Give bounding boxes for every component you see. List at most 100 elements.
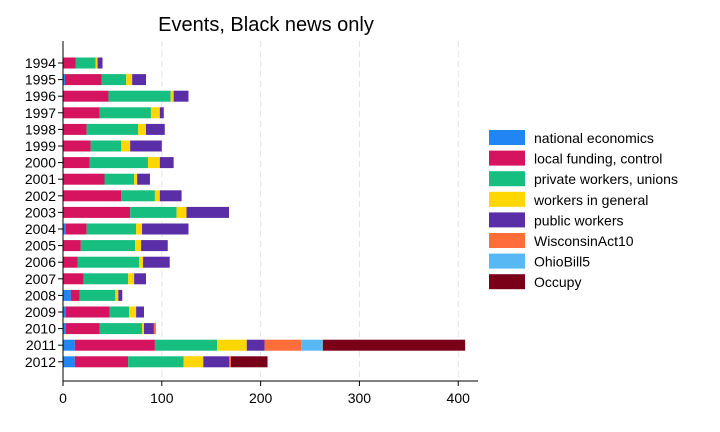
- bar-segment-2011-ohiobill5: [301, 339, 323, 351]
- bar-segment-2003-workers-in-general: [176, 206, 187, 218]
- bar-segment-1995-public-workers: [132, 74, 146, 86]
- bar-segment-2011-occupy: [322, 339, 466, 351]
- bar-segment-1994-local-funding-control: [63, 57, 76, 69]
- y-tick-labels: 1994199519961997199819992000200120022003…: [25, 55, 63, 370]
- bar-segment-1998-local-funding-control: [63, 123, 87, 135]
- bar-segment-2001-public-workers: [137, 173, 150, 185]
- y-tick-label: 1999: [25, 138, 56, 154]
- bar-segment-2010-local-funding-control: [65, 323, 100, 335]
- bar-segment-2002-workers-in-general: [154, 190, 160, 202]
- bar-segment-1999-public-workers: [130, 140, 162, 152]
- bar-segment-2012-public-workers: [203, 356, 229, 368]
- legend-swatch: [489, 130, 525, 145]
- bar-segment-1994-public-workers: [97, 57, 103, 69]
- bar-segment-2005-local-funding-control: [63, 240, 81, 252]
- legend-label: workers in general: [533, 192, 648, 208]
- bar-segment-2004-workers-in-general: [136, 223, 143, 235]
- bar-segment-2011-national-economics: [63, 339, 75, 351]
- legend-label: private workers, unions: [534, 171, 678, 187]
- bar-segment-1997-public-workers: [159, 107, 164, 119]
- bar-segment-2006-public-workers: [143, 256, 170, 268]
- legend: national economics local funding, control…: [489, 130, 678, 290]
- bar-segment-2011-local-funding-control: [74, 339, 155, 351]
- y-tick-label: 2002: [25, 188, 56, 204]
- bar-segment-2005-public-workers: [141, 240, 168, 252]
- bar-segment-1999-local-funding-control: [63, 140, 91, 152]
- x-tick-label: 200: [249, 390, 273, 406]
- bar-segment-2000-private-workers-unions: [89, 157, 148, 169]
- bar-segment-2007-public-workers: [134, 273, 146, 285]
- bar-segment-2010-national-economics: [63, 323, 66, 335]
- bar-segment-2003-private-workers-unions: [130, 206, 177, 218]
- legend-label: OhioBill5: [534, 254, 590, 270]
- bar-segment-1996-public-workers: [173, 90, 189, 102]
- bar-segment-2012-private-workers-unions: [128, 356, 184, 368]
- bar-segment-2002-local-funding-control: [63, 190, 122, 202]
- bar-segment-2005-private-workers-unions: [80, 240, 136, 252]
- bar-segment-1996-workers-in-general: [170, 90, 174, 102]
- bar-segment-2007-local-funding-control: [63, 273, 84, 285]
- bar-segment-1998-private-workers-unions: [86, 123, 139, 135]
- legend-swatch: [489, 191, 525, 207]
- bar-segment-1997-workers-in-general: [150, 107, 160, 119]
- bar-segment-2002-public-workers: [159, 190, 182, 202]
- bar-segment-1999-workers-in-general: [121, 140, 131, 152]
- bar-segment-1997-local-funding-control: [63, 107, 100, 119]
- bar-segment-2006-local-funding-control: [63, 256, 78, 268]
- bar-segment-2000-public-workers: [159, 157, 174, 169]
- legend-label: WisconsinAct10: [534, 233, 634, 249]
- bar-segment-2004-national-economics: [63, 223, 66, 235]
- bar-segment-2011-private-workers-unions: [154, 339, 218, 351]
- bar-segment-1995-private-workers-unions: [101, 74, 127, 86]
- bar-segment-2012-national-economics: [63, 356, 75, 368]
- bar-segment-2007-workers-in-general: [128, 273, 135, 285]
- bar-segment-1995-national-economics: [63, 74, 65, 86]
- y-tick-label: 2001: [25, 171, 56, 187]
- bar-segment-2000-local-funding-control: [63, 157, 90, 169]
- bar-segment-1998-public-workers: [146, 123, 165, 135]
- x-tick-labels: 0 100 200 300 400: [59, 381, 470, 406]
- bars: [63, 57, 466, 368]
- bar-segment-1998-workers-in-general: [138, 123, 146, 135]
- y-tick-label: 2011: [26, 337, 56, 353]
- bar-segment-2008-local-funding-control: [70, 289, 80, 301]
- bar-segment-1995-workers-in-general: [126, 74, 133, 86]
- bar-segment-2000-workers-in-general: [147, 157, 160, 169]
- legend-swatch: [489, 150, 525, 166]
- bar-segment-2010-wisconsinact10: [153, 323, 156, 335]
- legend-swatch: [489, 274, 525, 290]
- bar-segment-2009-private-workers-unions: [109, 306, 130, 318]
- bar-segment-2009-workers-in-general: [129, 306, 137, 318]
- bar-segment-2012-wisconsinact10: [229, 356, 231, 368]
- chart-title: Events, Black news only: [158, 14, 374, 36]
- bar-segment-2006-private-workers-unions: [77, 256, 140, 268]
- bar-segment-1997-private-workers-unions: [99, 107, 151, 119]
- y-tick-label: 1995: [25, 72, 56, 88]
- y-tick-label: 2000: [25, 155, 56, 171]
- bar-segment-2002-private-workers-unions: [121, 190, 155, 202]
- legend-label: national economics: [534, 130, 654, 146]
- bar-segment-2001-local-funding-control: [63, 173, 105, 185]
- legend-swatch: [489, 253, 525, 269]
- bar-segment-2004-private-workers-unions: [86, 223, 137, 235]
- bar-segment-2008-workers-in-general: [115, 289, 119, 301]
- x-tick-label: 400: [447, 390, 471, 406]
- bar-segment-2005-workers-in-general: [135, 240, 142, 252]
- x-tick-label: 0: [59, 390, 67, 406]
- legend-label: Occupy: [534, 274, 581, 290]
- y-tick-label: 2012: [25, 354, 56, 370]
- bar-segment-1996-local-funding-control: [63, 90, 109, 102]
- bar-segment-2008-private-workers-unions: [79, 289, 116, 301]
- bar-segment-2008-public-workers: [118, 289, 123, 301]
- y-tick-label: 2005: [25, 238, 56, 254]
- y-tick-label: 2004: [25, 221, 56, 237]
- y-tick-label: 2003: [25, 204, 56, 220]
- bar-segment-2006-workers-in-general: [139, 256, 144, 268]
- x-tick-label: 100: [150, 390, 174, 406]
- y-tick-label: 1996: [25, 88, 56, 104]
- bar-segment-1994-private-workers-unions: [75, 57, 96, 69]
- bar-segment-2001-workers-in-general: [134, 173, 138, 185]
- y-tick-label: 2007: [25, 271, 56, 287]
- bar-segment-2007-private-workers-unions: [83, 273, 129, 285]
